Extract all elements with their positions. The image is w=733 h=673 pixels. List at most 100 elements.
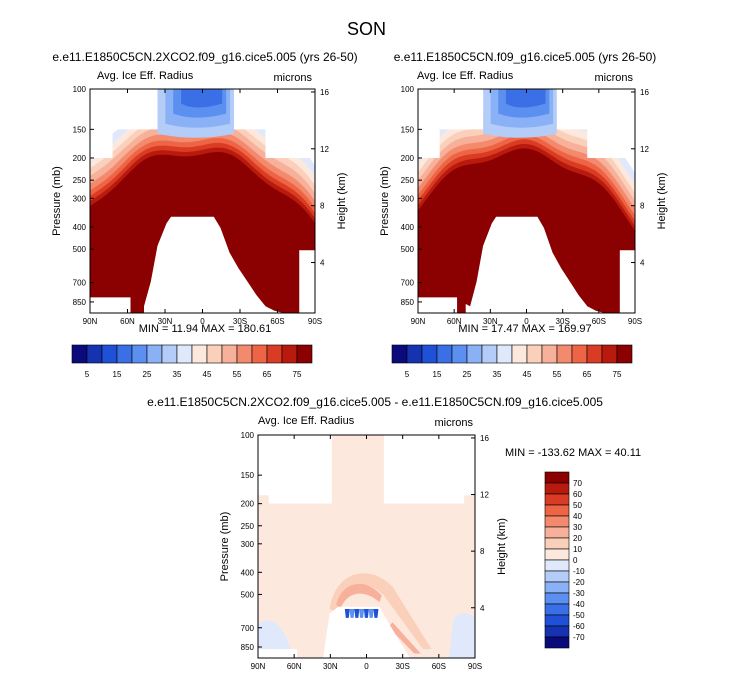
- colorbar2-label: 75: [613, 370, 622, 379]
- panel1-domain-mask: [90, 89, 315, 158]
- colorbar2-swatch: [421, 344, 438, 364]
- panel2-surface-mask: [465, 216, 605, 313]
- colorbar3-swatch: [544, 581, 570, 594]
- y-right-tick-label: 4: [480, 604, 485, 613]
- y-tick-label: 850: [401, 298, 415, 307]
- colorbar2-label: 55: [553, 370, 562, 379]
- panel2-min-max: MIN = 17.47 MAX = 169.97: [458, 323, 592, 335]
- x-tick-label: 30S: [556, 317, 570, 326]
- y-tick-label: 850: [73, 298, 87, 307]
- panel1-upper-cap-band: [181, 89, 223, 108]
- y-right-tick-label: 16: [640, 88, 649, 97]
- y-tick-label: 850: [241, 643, 255, 652]
- colorbar2-label: 65: [583, 370, 592, 379]
- colorbar1-label: 75: [293, 370, 302, 379]
- colorbar2-swatch: [526, 344, 543, 364]
- x-tick-label: 90S: [308, 317, 322, 326]
- y-tick-label: 700: [73, 279, 87, 288]
- colorbar2-swatch: [556, 344, 573, 364]
- colorbar3-label: -40: [573, 600, 585, 609]
- panel3-negative-anomaly: [354, 608, 360, 618]
- x-tick-label: 30N: [323, 662, 338, 671]
- colorbar2-swatch: [571, 344, 588, 364]
- panel2-case-title: e.e11.E1850C5CN.f09_g16.cice5.005 (yrs 2…: [393, 50, 657, 64]
- colorbar3-swatch: [544, 493, 570, 506]
- panel3-units-label: microns: [434, 417, 473, 429]
- colorbar3-swatch: [544, 548, 570, 561]
- y-right-tick-label: 8: [640, 202, 645, 211]
- colorbar2-label: 45: [523, 370, 532, 379]
- panel3-contour-band: [258, 620, 291, 658]
- colorbar1-label: 45: [203, 370, 212, 379]
- colorbar2-label: 15: [433, 370, 442, 379]
- y-tick-label: 250: [73, 176, 87, 185]
- panel3-contour-band: [336, 583, 382, 609]
- y-axis-label: Pressure (mb): [219, 512, 231, 582]
- panel1-units-label: microns: [273, 72, 312, 84]
- colorbar1-swatch: [116, 344, 133, 364]
- panel3-negative-anomaly: [368, 608, 374, 618]
- y-tick-label: 500: [73, 245, 87, 254]
- x-tick-label: 90N: [411, 317, 426, 326]
- panel3-surface-mask: [258, 649, 298, 658]
- colorbar1-label: 5: [85, 370, 90, 379]
- panel3-negative-anomaly: [349, 608, 355, 618]
- colorbar3-label: -10: [573, 567, 585, 576]
- colorbar3-swatch: [544, 636, 570, 649]
- colorbar2-swatch: [586, 344, 603, 364]
- panel1-min-max: MIN = 11.94 MAX = 180.61: [138, 323, 272, 335]
- panel2-upper-cap-band: [505, 89, 546, 108]
- x-tick-label: 60N: [447, 317, 462, 326]
- colorbar1-label: 35: [173, 370, 182, 379]
- colorbar3-label: 60: [573, 490, 582, 499]
- colorbar2-swatch: [601, 344, 618, 364]
- colorbar2-label: 35: [493, 370, 502, 379]
- panel3-min-max: MIN = -133.62 MAX = 40.11: [505, 447, 642, 459]
- colorbar3-swatch: [544, 570, 570, 583]
- y-tick-label: 200: [401, 154, 415, 163]
- colorbar1-swatch: [176, 344, 193, 364]
- colorbar3-label: -60: [573, 622, 585, 631]
- colorbar3-swatch: [544, 515, 570, 528]
- panel3-contour-band: [329, 573, 432, 650]
- y-right-axis-label: Height (km): [336, 173, 348, 230]
- y-tick-label: 200: [73, 154, 87, 163]
- colorbar3-label: 70: [573, 479, 582, 488]
- y-tick-label: 100: [401, 85, 415, 94]
- colorbar1-swatch: [191, 344, 208, 364]
- panel2-surface-mask: [418, 297, 458, 313]
- panel1-plot: [90, 89, 315, 313]
- y-right-tick-label: 8: [320, 202, 325, 211]
- x-tick-label: 60S: [592, 317, 606, 326]
- x-tick-label: 60S: [432, 662, 446, 671]
- y-tick-label: 300: [241, 540, 255, 549]
- colorbar1-swatch: [86, 344, 103, 364]
- colorbar2-swatch: [496, 344, 513, 364]
- panel2-variable-label: Avg. Ice Eff. Radius: [417, 70, 514, 82]
- colorbar2-swatch: [466, 344, 483, 364]
- x-tick-label: 0: [364, 662, 369, 671]
- y-tick-label: 300: [73, 194, 87, 203]
- colorbar1-swatch: [251, 344, 268, 364]
- y-tick-label: 400: [73, 223, 87, 232]
- colorbar3-label: 50: [573, 501, 582, 510]
- y-tick-label: 500: [241, 590, 255, 599]
- colorbar1-label: 15: [113, 370, 122, 379]
- x-tick-label: 30S: [233, 317, 247, 326]
- y-tick-label: 150: [241, 471, 255, 480]
- colorbar2-swatch: [481, 344, 498, 364]
- y-tick-label: 250: [401, 176, 415, 185]
- panel3-domain-mask: [383, 435, 475, 504]
- colorbar3-label: 0: [573, 556, 578, 565]
- colorbar1-swatch: [146, 344, 163, 364]
- x-tick-label: 90N: [251, 662, 266, 671]
- y-right-tick-label: 4: [640, 259, 645, 268]
- colorbar3-label: 40: [573, 512, 582, 521]
- x-tick-label: 60S: [270, 317, 284, 326]
- y-tick-label: 400: [241, 568, 255, 577]
- y-tick-label: 300: [401, 194, 415, 203]
- y-tick-label: 250: [241, 522, 255, 531]
- colorbar3-label: -30: [573, 589, 585, 598]
- panel3-variable-label: Avg. Ice Eff. Radius: [258, 415, 355, 427]
- colorbar3-swatch: [544, 592, 570, 605]
